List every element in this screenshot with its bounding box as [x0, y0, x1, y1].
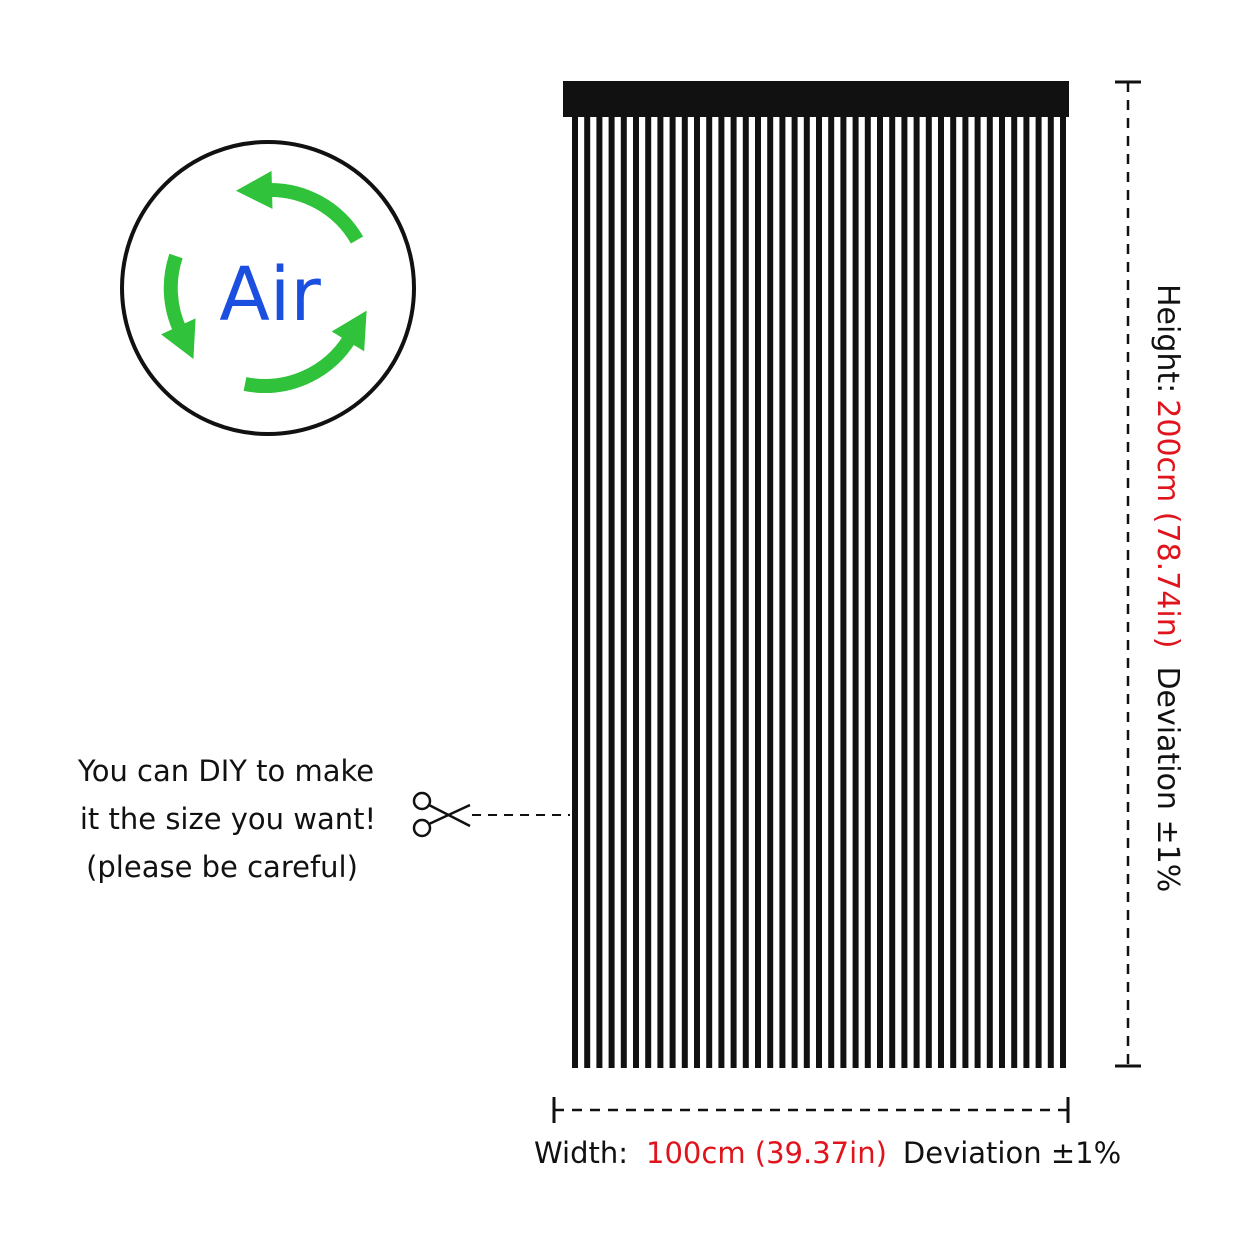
width-text: Width: 100cm (39.37in) Deviation ±1%: [534, 1136, 1121, 1170]
strand: [1060, 117, 1066, 1068]
badge-label: Air: [219, 252, 321, 338]
strand: [608, 117, 615, 1068]
scissors-icon: [412, 791, 471, 838]
width-size: 100cm (39.37in): [646, 1136, 887, 1170]
strand: [864, 117, 871, 1068]
strand: [974, 117, 981, 1068]
strand: [828, 117, 835, 1068]
strand: [852, 117, 859, 1068]
strand: [1035, 117, 1042, 1068]
strand: [1047, 117, 1054, 1068]
strand: [755, 117, 761, 1068]
strand: [572, 117, 578, 1068]
strand: [596, 117, 603, 1068]
strand: [889, 117, 896, 1068]
strand: [1023, 117, 1030, 1068]
strand: [779, 117, 786, 1068]
strand: [791, 117, 798, 1068]
strand: [816, 117, 822, 1068]
strand: [901, 117, 908, 1068]
curtain-rail: [563, 81, 1069, 117]
strand: [657, 117, 664, 1068]
strand: [718, 117, 725, 1068]
strand: [938, 117, 944, 1068]
strand: [803, 117, 810, 1068]
strand: [877, 117, 883, 1068]
note-line: (please be careful): [86, 850, 358, 884]
height-label: Height:: [1150, 284, 1185, 393]
strand: [767, 117, 774, 1068]
strand: [645, 117, 652, 1068]
strand: [681, 117, 688, 1068]
strand: [730, 117, 737, 1068]
strand: [913, 117, 920, 1068]
height-dimension: [1115, 80, 1141, 1068]
strand: [620, 117, 627, 1068]
badge-circle: [120, 140, 416, 436]
strand: [840, 117, 847, 1068]
strand: [950, 117, 957, 1068]
strand: [742, 117, 749, 1068]
note-line: You can DIY to make: [77, 754, 374, 788]
width-deviation: Deviation ±1%: [903, 1136, 1121, 1170]
height-text: Height: 200cm (78.74in) Deviation ±1%: [1150, 284, 1185, 892]
width-label: Width:: [534, 1136, 628, 1170]
note-line: it the size you want!: [80, 802, 376, 836]
recycle-arrows: [161, 170, 367, 393]
strand: [1011, 117, 1018, 1068]
strand: [986, 117, 993, 1068]
curtain-strands: [572, 117, 1066, 1068]
strand: [999, 117, 1005, 1068]
strand: [925, 117, 932, 1068]
strand: [584, 117, 591, 1068]
strand: [962, 117, 969, 1068]
strand: [669, 117, 676, 1068]
strand: [633, 117, 639, 1068]
height-size: 200cm (78.74in): [1150, 399, 1185, 648]
height-deviation: Deviation ±1%: [1150, 666, 1185, 892]
width-dimension: [552, 1097, 1070, 1123]
strand: [706, 117, 713, 1068]
strand: [694, 117, 700, 1068]
